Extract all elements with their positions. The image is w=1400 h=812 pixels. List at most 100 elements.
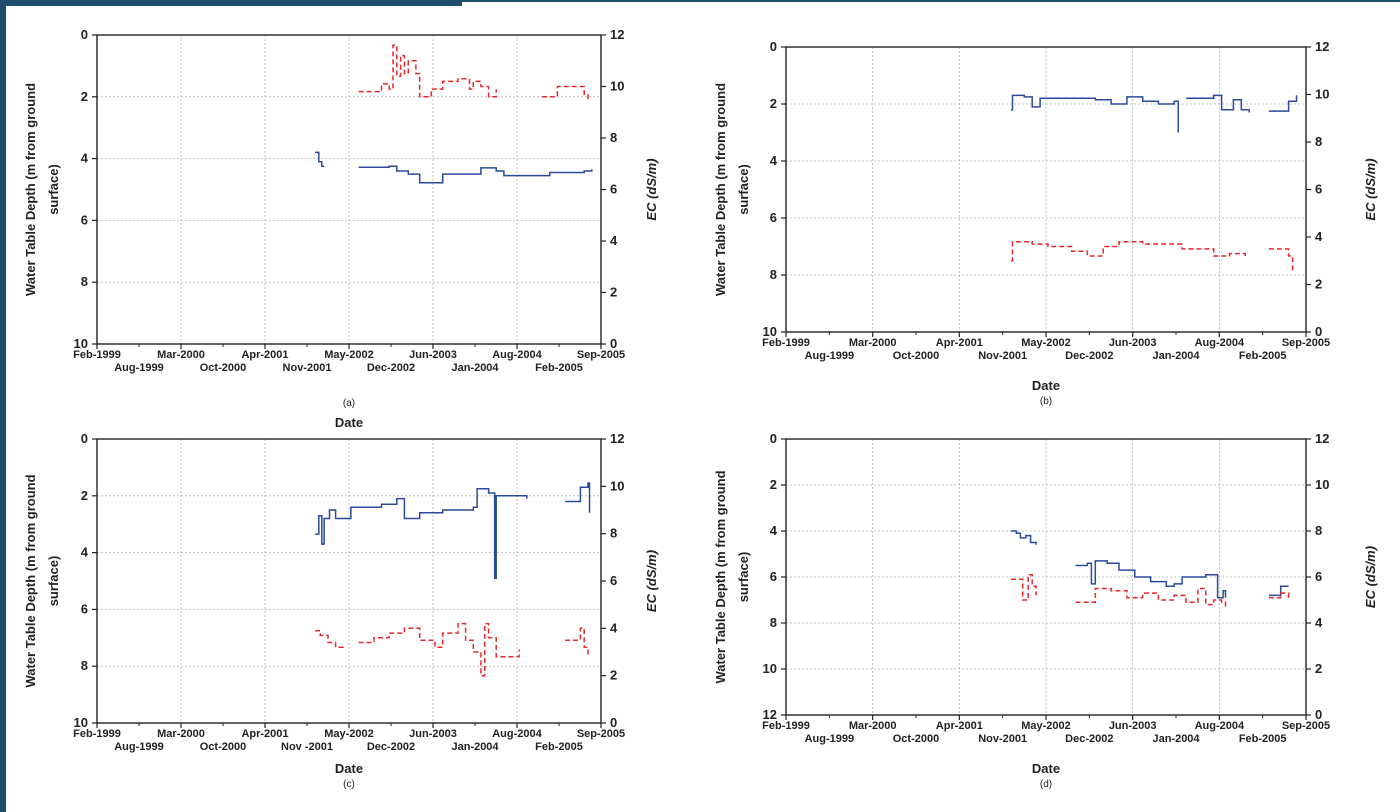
p0-x-lower-tick-label-4: Jan-2004: [451, 362, 499, 374]
p1-x-tick-label-3: May-2002: [1021, 337, 1071, 349]
p3-depth-series-segment-0: [1010, 530, 1037, 545]
p3-ec-series-segment-2: [1268, 592, 1290, 599]
p0-x-tick-label-0: Feb-1999: [73, 349, 121, 361]
frame-top-line: [462, 0, 1400, 2]
p1-plot-frame: [785, 46, 1307, 333]
p2-y-tick-label-4: 8: [81, 658, 88, 673]
p2-y2-axis-label: EC (dS/m): [644, 550, 659, 612]
p0-panel-caption: (a): [343, 398, 355, 409]
p1-y2-tick-label-2: 4: [1315, 229, 1323, 244]
p3-x-tick-label-5: Aug-2004: [1195, 720, 1245, 732]
p3-y-tick-label-1: 2: [770, 477, 777, 492]
p0-y-tick-label-5: 10: [74, 336, 88, 351]
p2-y2-tick-label-5: 10: [610, 478, 624, 493]
frame-top-bar: [0, 0, 462, 6]
p1-depth-series-segment-0: [1010, 94, 1179, 133]
p1-y2-tick-label-3: 6: [1315, 182, 1322, 197]
p3-y-tick-label-4: 8: [770, 615, 777, 630]
p0-y-tick-label-4: 8: [81, 274, 88, 289]
p2-depth-series-segment-1: [565, 482, 591, 513]
p2-x-tick-label-3: May-2002: [324, 728, 374, 740]
p2-y2-tick-label-6: 12: [610, 431, 624, 446]
p3-ec-series-segment-1: [1075, 587, 1227, 607]
p1-x-lower-tick-label-5: Feb-2005: [1239, 350, 1287, 362]
p2-y2-tick-label-4: 8: [610, 526, 617, 541]
p2-x-tick-label-2: Apr-2001: [241, 728, 288, 740]
p1-x-lower-tick-label-2: Nov-2001: [978, 350, 1027, 362]
p0-x-axis-label: Date: [335, 415, 363, 430]
p1-x-tick-label-1: Mar-2000: [849, 337, 897, 349]
p3-x-lower-tick-label-5: Feb-2005: [1239, 733, 1287, 745]
p2-panel-caption: (c): [343, 779, 355, 790]
chart-panel-b: 0 2 4 6 8 10 0 2 4 6 8 10 12 Feb-1999 Mar-2000 Apr-2001…: [713, 39, 1378, 407]
p1-y-tick-label-0: 0: [770, 39, 777, 54]
p2-y-tick-label-1: 2: [81, 488, 88, 503]
p1-x-lower-tick-label-4: Jan-2004: [1152, 350, 1200, 362]
p1-x-tick-label-5: Aug-2004: [1195, 337, 1245, 349]
p3-x-lower-tick-label-2: Nov-2001: [978, 733, 1027, 745]
p1-y-tick-label-2: 4: [770, 153, 778, 168]
p2-y-tick-label-0: 0: [81, 431, 88, 446]
p1-y-tick-label-5: 10: [763, 324, 777, 339]
p3-y2-tick-label-2: 4: [1315, 615, 1323, 630]
p2-y2-tick-label-0: 0: [610, 715, 617, 730]
p0-x-tick-label-2: Apr-2001: [241, 349, 288, 361]
p0-x-tick-label-4: Jun-2003: [409, 349, 457, 361]
chart-panel-c: 0 2 4 6 8 10 0 2 4 6 8 10 12 Feb-1999 Mar-2000 Apr-2001…: [23, 431, 659, 790]
p0-plot-frame: [96, 34, 602, 345]
p0-x-lower-tick-label-5: Feb-2005: [535, 362, 583, 374]
p1-y-axis-label-line2: surface): [736, 164, 751, 215]
p1-y2-tick-label-5: 10: [1315, 87, 1329, 102]
p1-x-tick-label-0: Feb-1999: [762, 337, 810, 349]
p2-x-lower-tick-label-3: Dec-2002: [367, 741, 415, 753]
p2-x-axis-label: Date: [335, 761, 363, 776]
p3-y2-tick-label-4: 8: [1315, 523, 1322, 538]
p2-x-lower-tick-label-4: Jan-2004: [451, 741, 499, 753]
p1-y-tick-label-3: 6: [770, 210, 777, 225]
p1-y2-tick-label-1: 2: [1315, 277, 1322, 292]
p2-x-tick-label-6: Sep-2005: [577, 728, 625, 740]
p0-x-tick-label-6: Sep-2005: [577, 349, 625, 361]
p0-x-tick-label-5: Aug-2004: [492, 349, 542, 361]
p0-y-axis-label-line1: Water Table Depth (m from ground: [23, 83, 38, 296]
p3-y2-tick-label-1: 2: [1315, 661, 1322, 676]
p0-x-lower-tick-label-1: Oct-2000: [200, 362, 246, 374]
p3-x-lower-tick-label-3: Dec-2002: [1065, 733, 1113, 745]
p3-x-lower-tick-label-4: Jan-2004: [1152, 733, 1200, 745]
p2-y2-tick-label-3: 6: [610, 573, 617, 588]
p0-y2-tick-label-0: 0: [610, 336, 617, 351]
p0-y2-tick-label-6: 12: [610, 27, 624, 42]
p1-y2-tick-label-6: 12: [1315, 39, 1329, 54]
p3-y2-tick-label-5: 10: [1315, 477, 1329, 492]
p2-x-tick-label-5: Aug-2004: [492, 728, 542, 740]
p3-y-tick-label-5: 10: [763, 661, 777, 676]
p2-y2-tick-label-1: 2: [610, 668, 617, 683]
p1-x-tick-label-6: Sep-2005: [1282, 337, 1330, 349]
p1-y2-tick-label-4: 8: [1315, 134, 1322, 149]
p3-y-tick-label-0: 0: [770, 431, 777, 446]
p1-y-axis-label-line1: Water Table Depth (m from ground: [713, 83, 728, 296]
p1-panel-caption: (b): [1040, 396, 1052, 407]
frame-left-bar: [0, 0, 6, 812]
p2-y-axis-label-line2: surface): [46, 556, 61, 607]
p0-depth-series-segment-1: [358, 165, 593, 184]
p2-ec-series-segment-0: [315, 629, 345, 649]
p0-x-tick-label-1: Mar-2000: [157, 349, 205, 361]
p2-ec-series-segment-2: [565, 627, 589, 657]
p3-ec-series-segment-0: [1010, 573, 1037, 601]
p3-y2-tick-label-6: 12: [1315, 431, 1329, 446]
p0-y2-tick-label-5: 10: [610, 79, 624, 94]
p1-depth-series-segment-2: [1268, 95, 1298, 112]
p0-y-tick-label-2: 4: [81, 151, 89, 166]
p2-ec-series-segment-1: [358, 622, 520, 677]
p3-x-axis-label: Date: [1032, 761, 1060, 776]
p3-x-lower-tick-label-0: Aug-1999: [805, 733, 855, 745]
p3-y-axis-label-line1: Water Table Depth (m from ground: [713, 470, 728, 683]
p3-depth-series-segment-1: [1075, 560, 1227, 599]
p2-y-tick-label-2: 4: [81, 545, 89, 560]
p3-x-tick-label-6: Sep-2005: [1282, 720, 1330, 732]
p1-depth-series-segment-1: [1186, 94, 1250, 113]
p2-x-tick-label-1: Mar-2000: [157, 728, 205, 740]
p0-y2-tick-label-3: 6: [610, 182, 617, 197]
